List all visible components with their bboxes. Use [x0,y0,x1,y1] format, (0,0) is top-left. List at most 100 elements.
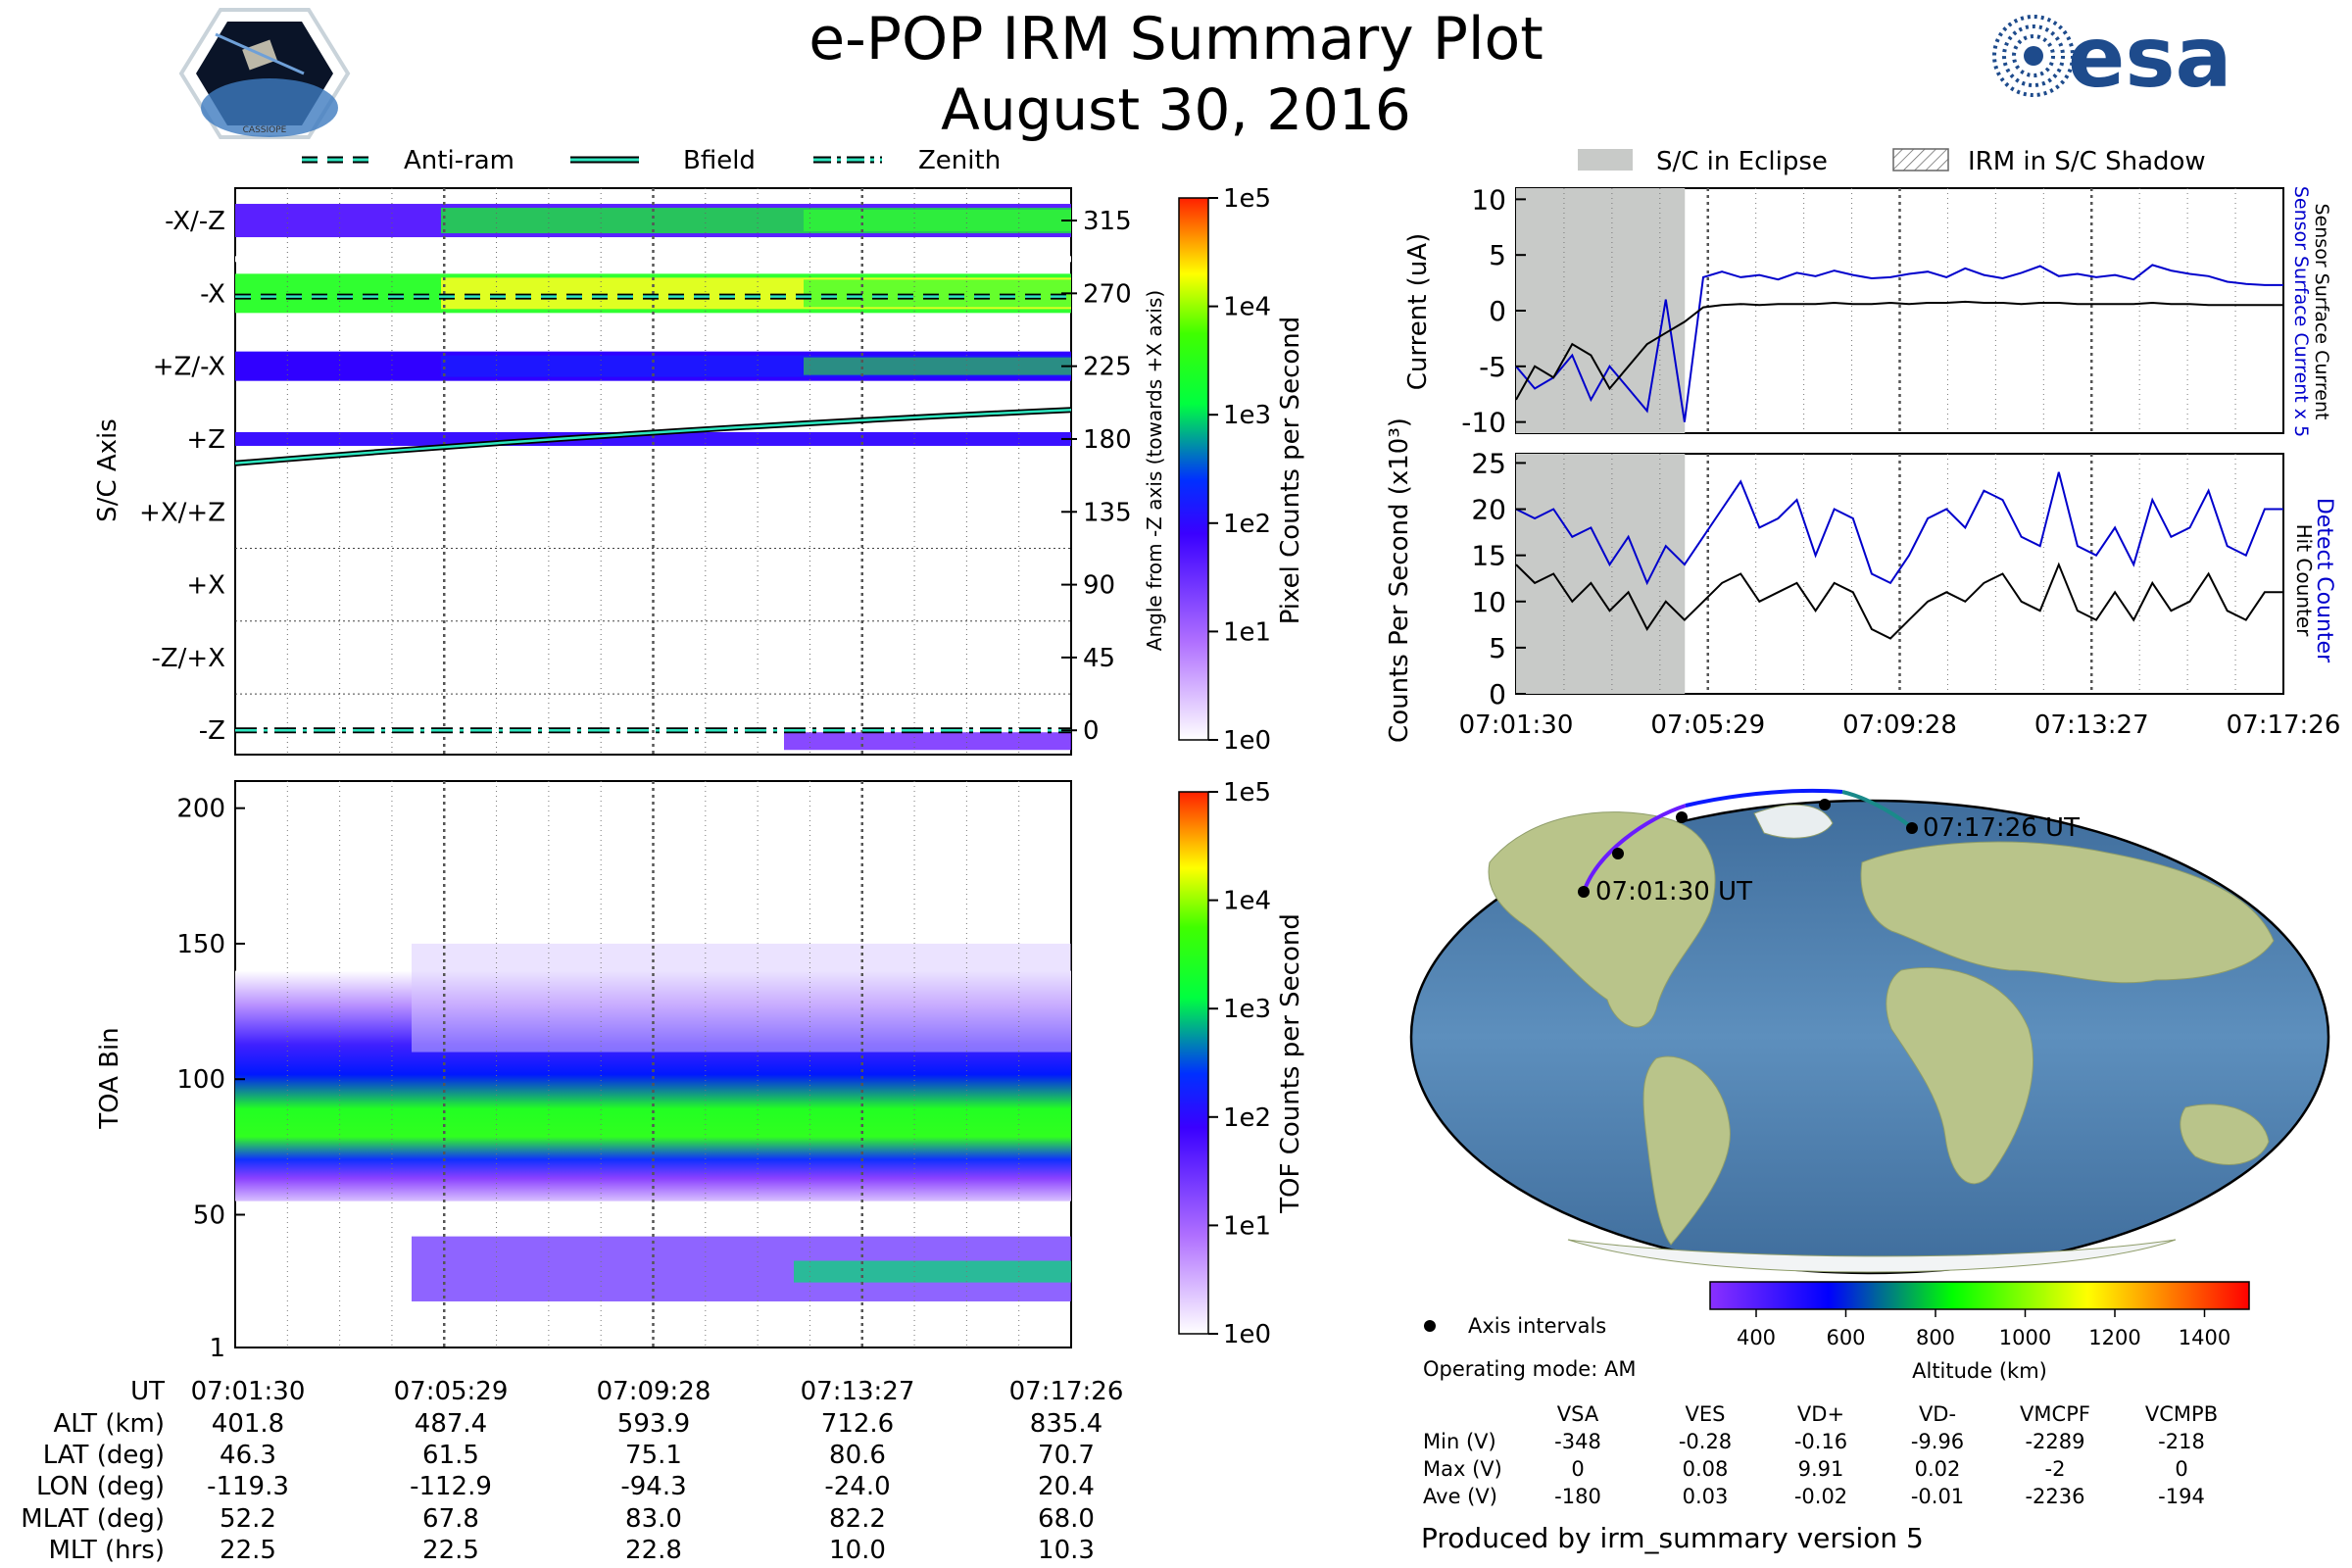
ephemeris-cell-4-0: 07:17:26 [1009,1377,1124,1406]
tof-colorbar-gradient [1178,791,1209,1335]
current-right-label-blue: Sensor Surface Current x 5 [2290,186,2312,437]
voltage-cell-2-1: 0.03 [1683,1485,1729,1508]
land-greenland [1753,804,1834,839]
track-segment-mid [1685,788,1843,808]
tof-lower-core [794,1260,1071,1283]
curYTicks-label-1: 5 [1489,239,1506,271]
ephemeris-cell-3-0: 07:13:27 [801,1377,915,1406]
track-point-4 [1819,799,1831,810]
tof-heatmap-panel: 200 150 100 50 1 TOA Bin 1e5 1e4 1e3 1e2 1e1 1e0 … [95,778,1305,1363]
voltage-cell-1-3: 0.02 [1915,1457,1961,1481]
pixel-y2tick-6: 45 [1083,644,1115,673]
pixel-heatmap-bands [235,204,1071,751]
voltage-row-label-0: Min (V) [1423,1430,1496,1453]
current-series [1515,264,2283,422]
legend-shadow-swatch [1892,148,1949,172]
pixel-ytick-4: +X/+Z [139,498,225,527]
ephemeris-cell-0-4: 52.2 [220,1504,276,1534]
tofCbarTicks-label-1: 1e4 [1223,887,1271,916]
track-point-2 [1612,848,1624,859]
ephemeris-table: UT ALT (km)LAT (deg)LON (deg) MLAT (deg)ML… [21,1377,1123,1565]
pixel-y2tick-2: 225 [1083,353,1132,382]
voltage-cell-1-5: 0 [2175,1457,2187,1481]
voltage-cell-2-2: -0.02 [1794,1485,1847,1508]
counter-ytick-labels: 25 20 15 10 5 0 [1471,447,1526,710]
ephemeris-cell-0-0: 07:01:30 [191,1377,306,1406]
altitude-colorbar-label: Altitude (km) [1912,1359,2047,1383]
cntYTicks-label-2: 15 [1471,540,1506,572]
land-africa [1886,967,2034,1185]
ephemeris-cell-3-2: 80.6 [829,1441,886,1470]
track-point-3 [1676,811,1688,823]
tofCbarTicks-label-2: 1e3 [1223,995,1271,1024]
current-right-label-black: Sensor Surface Current [2311,204,2332,420]
curYTicks-label-2: 0 [1489,295,1506,327]
voltage-row-label-2: Ave (V) [1423,1485,1497,1508]
pixel-ytick-0: -X/-Z [165,207,225,236]
map-track: 07:01:30 UT 07:17:26 UT [1578,788,2080,906]
pixel-y2tick-0: 315 [1083,207,1132,236]
ephemeris-cell-2-5: 22.8 [625,1536,682,1565]
pixel-y2tick-4: 135 [1083,498,1132,527]
axis-intervals-label: Axis intervals [1468,1314,1606,1338]
alt-tick-label-4: 1200 [2088,1326,2140,1349]
tof-ytick-4: 1 [209,1334,225,1363]
cassiope-logo-text: CASSIOPE [243,125,287,135]
tof-ytick-1: 150 [176,930,225,959]
cntYTicks-label-0: 25 [1471,447,1506,479]
pixel-ytick-7: -Z [199,716,225,746]
cassiope-logo: CASSIOPE [178,8,351,139]
alt-tick-label-0: 400 [1737,1326,1776,1349]
cntXTicks-label-4: 07:17:26 [2227,710,2341,740]
pixel-colorbar: 1e5 1e4 1e3 1e2 1e1 1e0 Pixel Counts per Seco… [1178,184,1305,756]
tof-heatmap-ytick-labels: 200 150 100 50 1 [176,795,245,1363]
ephemeris-cell-1-0: 07:05:29 [394,1377,509,1406]
land-eurasia [1860,841,2275,984]
voltage-header-1: VES [1686,1402,1726,1426]
esa-logo-text: esa [2068,10,2232,98]
voltage-cell-0-3: -9.96 [1911,1430,1964,1453]
pixel-heatmap-lines [234,293,1072,734]
ephemeris-cell-2-0: 07:09:28 [597,1377,711,1406]
cntXTicks-label-3: 07:13:27 [2034,710,2149,740]
voltage-header-4: VMCPF [2020,1402,2090,1426]
land-australia [2180,1103,2270,1165]
pixel-y2tick-3: 180 [1083,425,1132,455]
pixelCbarTicks-label-3: 1e2 [1223,510,1271,539]
pixel-colorbar-label: Pixel Counts per Second [1276,317,1305,625]
current-grid [1563,188,2236,433]
pixelCbarTicks-label-4: 1e1 [1223,617,1271,647]
alt-tick-label-3: 1000 [1999,1326,2051,1349]
operating-mode: Operating mode: AM [1423,1357,1636,1381]
cntYTicks-label-5: 0 [1489,678,1506,710]
ephemeris-row-label-3: LON (deg) [36,1472,165,1501]
pixel-band-minus-z [784,732,1071,751]
pixel-band-core-3 [441,435,1071,442]
pixel-colorbar-gradient [1178,197,1209,741]
curLines-series-0 [1515,264,2283,422]
legend-eclipse-label: S/C in Eclipse [1656,147,1828,176]
ephemeris-cell-4-2: 70.7 [1038,1441,1095,1470]
counter-right-label-blue: Detect Counter [2312,498,2336,663]
voltage-cell-0-5: -218 [2158,1430,2205,1453]
pixel-ytick-5: +X [186,571,225,601]
curYTicks-label-3: -5 [1479,351,1506,383]
legend-bfield-label: Bfield [683,146,756,175]
pixel-ytick-2: +Z/-X [153,353,225,382]
legend-eclipse-swatch [1578,149,1633,171]
tof-heatmap-grid [286,781,1020,1348]
ephemeris-cell-4-5: 10.3 [1038,1536,1095,1565]
voltage-header-0: VSA [1557,1402,1599,1426]
voltage-cell-2-0: -180 [1554,1485,1601,1508]
legend-zenith-label: Zenith [918,146,1001,175]
axis-intervals-marker [1424,1320,1436,1332]
track-end-label: 07:17:26 UT [1923,813,2080,843]
ephemeris-cell-1-2: 61.5 [422,1441,479,1470]
land-antarctica [1567,1239,2177,1273]
plot-date: August 30, 2016 [941,76,1411,143]
alt-tick-label-1: 600 [1826,1326,1865,1349]
ephemeris-cell-0-2: 46.3 [220,1441,276,1470]
altitude-colorbar [1709,1281,2250,1310]
pixel-heatmap-panel: -X/-Z -X +Z/-X +Z +X/+Z +X -Z/+X -Z 315 270 225 18… [93,146,1305,756]
pixel-ytick-3: +Z [186,425,225,455]
